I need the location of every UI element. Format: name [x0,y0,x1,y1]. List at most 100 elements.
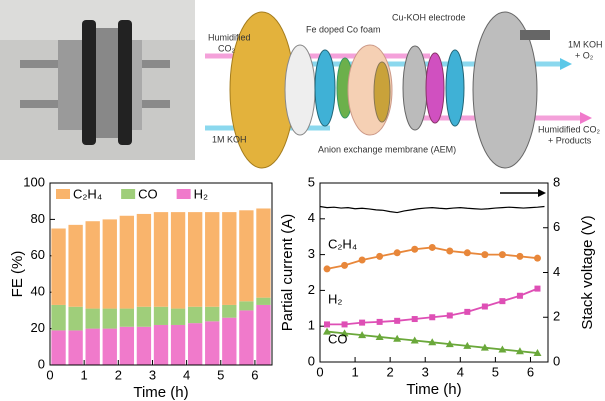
cell-diagram: Humidified CO₂ Fe doped Co foam Cu-KOH e… [205,11,603,169]
diagram-label: Humidified CO₂ [538,124,601,134]
marker [481,303,488,310]
legend-label: C₂H₄ [73,186,102,201]
bar-segment [85,221,100,309]
y-axis-title: FE (%) [9,251,26,298]
bar-segment [153,306,169,325]
bar-segment [222,304,237,318]
bar-segment [136,306,152,327]
x-tick-label: 3 [149,367,156,382]
bar-segment [136,213,152,307]
marker [428,243,436,251]
x-tick-label: 1 [81,367,88,382]
bar-segment [205,212,220,307]
marker [410,336,419,344]
marker [411,316,418,323]
diagram-label: Cu-KOH electrode [392,12,466,22]
x-tick-label: 2 [387,364,394,379]
bar-segment [51,330,66,365]
x-axis-title: Time (h) [133,384,188,401]
x-tick-label: 4 [183,367,190,382]
bar-segment [85,328,100,365]
legend-swatch [176,189,191,199]
bar-segment [170,308,186,325]
plot-frame [49,182,273,366]
marker [358,331,367,339]
bar-segment [222,317,237,365]
bar-segment [256,297,271,305]
marker [394,317,401,324]
legend-swatch [121,189,136,199]
bar-segment [119,326,135,365]
bar-segment [102,219,117,309]
diagram-label: + O₂ [575,50,594,60]
bar-segment [102,328,117,365]
marker [515,347,524,355]
diagram-label: + Products [548,135,592,145]
bar-segment [68,224,83,307]
marker [464,308,471,315]
bar-segment [170,324,186,365]
marker [324,321,331,328]
y-tick-label: 3 [308,246,315,261]
marker [499,298,506,305]
y-tick-label: 5 [308,174,315,189]
marker [446,312,453,319]
y2-tick-label: 8 [553,174,560,189]
y-tick-label: 4 [308,210,315,225]
diagram-label: 1M KOH [212,134,247,144]
x-tick-label: 6 [527,364,534,379]
marker [411,245,419,253]
marker [358,256,366,264]
marker [340,329,349,337]
bar-segment [205,306,220,322]
x-tick-label: 1 [351,364,358,379]
bar-segment [256,304,271,365]
x-tick-label: 6 [251,367,258,382]
marker [429,314,436,321]
marker [376,318,383,325]
bar-segment [187,323,203,365]
bar-segment [102,308,117,329]
marker [428,338,437,346]
diagram-label: Humidified [208,32,251,42]
marker [323,327,332,335]
series-label: CO [328,331,348,346]
bar-segment [187,306,203,324]
marker [463,341,472,349]
marker [359,319,366,326]
marker [533,349,542,357]
marker [375,332,384,340]
bar-segment [119,215,135,309]
y2-tick-label: 0 [553,353,560,368]
marker [376,252,384,260]
marker [516,292,523,299]
diagram-label: CO₂ [218,43,236,53]
bar-segment [68,330,83,365]
legend-label: H₂ [194,186,208,201]
bar-segment [239,210,254,302]
marker [393,334,402,342]
bar-segment [170,212,186,309]
y-tick-label: 60 [31,247,45,262]
marker [480,343,489,351]
x-tick-label: 5 [492,364,499,379]
y-tick-label: 1 [308,318,315,333]
y-tick-label: 2 [308,282,315,297]
diagram-label: Fe doped Co foam [306,24,381,34]
y-tick-label: 0 [308,353,315,368]
y-tick-label: 80 [31,211,45,226]
marker [341,261,349,269]
bar-segment [222,212,237,305]
y-axis-title: Partial current (A) [279,214,296,332]
legend-swatch [56,189,70,199]
series-line [319,205,545,214]
y-tick-label: 100 [23,174,45,189]
bar-segment [153,324,169,365]
y2-tick-label: 4 [553,264,560,279]
legend-label: CO [138,186,158,201]
x-tick-label: 0 [46,367,53,382]
y2-axis-title: Stack voltage (V) [579,215,596,329]
bar-segment [51,304,66,331]
marker [445,340,454,348]
y-tick-label: 40 [31,284,45,299]
